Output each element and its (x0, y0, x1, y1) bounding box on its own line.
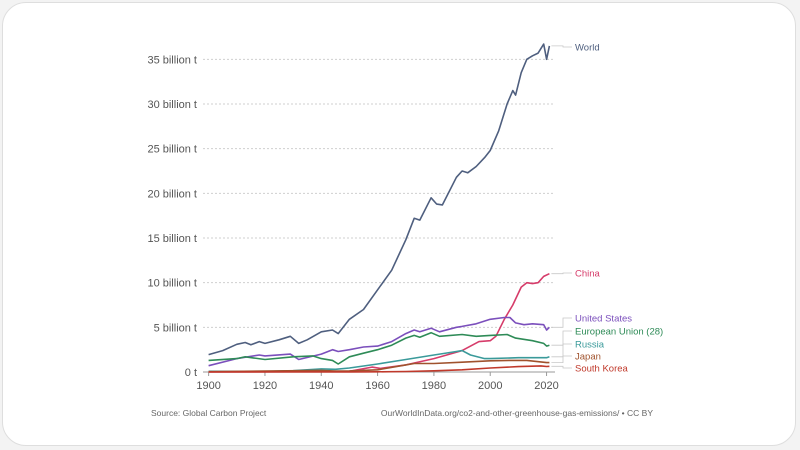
series-line-japan (208, 359, 550, 373)
y-tick-label: 30 billion t (147, 99, 197, 111)
label-connector (551, 272, 572, 275)
source-note: Source: Global Carbon Project (151, 408, 267, 418)
y-tick-label: 20 billion t (147, 188, 197, 200)
series-label-south-korea: South Korea (575, 364, 629, 375)
series-line-european-union-28 (208, 331, 550, 365)
x-tick-label: 2000 (478, 380, 502, 392)
label-connector (551, 330, 572, 346)
x-tick-label: 1960 (365, 380, 389, 392)
series-line-russia (208, 349, 550, 373)
label-connector (551, 343, 572, 358)
attribution-note: OurWorldInData.org/co2-and-other-greenho… (381, 408, 653, 418)
series-label-china: China (575, 269, 601, 280)
series-label-russia: Russia (575, 340, 605, 351)
chart-card: 0 t 5 billion t 10 billion t 15 billion t 20… (2, 2, 796, 446)
x-tick-label: 1980 (422, 380, 446, 392)
series-line-china (208, 272, 550, 373)
label-connector (551, 355, 572, 363)
series-line-united-states (208, 316, 550, 367)
y-tick-label: 35 billion t (147, 54, 197, 66)
series-line-south-korea (208, 365, 550, 373)
y-tick-label: 0 t (185, 367, 197, 379)
x-tick-label: 1920 (253, 380, 277, 392)
series-label-european-union-28: European Union (28) (575, 327, 663, 338)
label-connector (551, 317, 572, 328)
series-label-world: World (575, 43, 600, 54)
series-label-united-states: United States (575, 314, 632, 325)
emissions-line-chart: 0 t 5 billion t 10 billion t 15 billion t 20… (147, 43, 663, 419)
y-tick-label: 25 billion t (147, 144, 197, 156)
y-tick-label: 15 billion t (147, 233, 197, 245)
y-tick-label: 10 billion t (147, 278, 197, 290)
x-tick-label: 1940 (309, 380, 333, 392)
label-connector (551, 45, 572, 48)
series-line-world (208, 43, 551, 356)
series-label-japan: Japan (575, 352, 601, 363)
x-tick-label: 1900 (196, 380, 220, 392)
y-tick-label: 5 billion t (154, 322, 197, 334)
x-tick-label: 2020 (534, 380, 558, 392)
label-connector (551, 365, 572, 369)
